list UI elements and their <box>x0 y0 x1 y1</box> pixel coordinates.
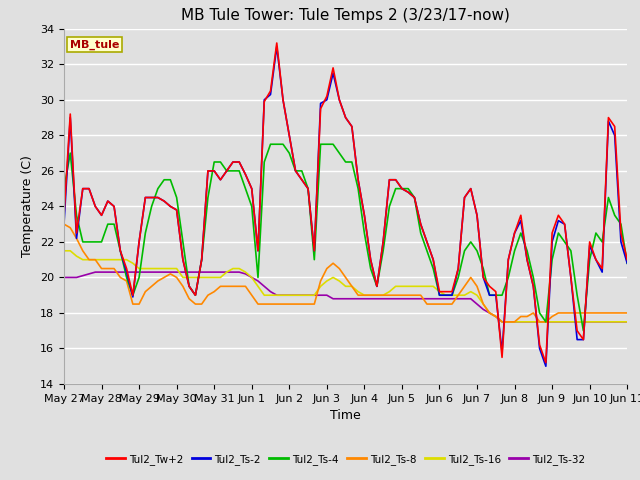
Text: MB_tule: MB_tule <box>70 39 119 50</box>
Title: MB Tule Tower: Tule Temps 2 (3/23/17-now): MB Tule Tower: Tule Temps 2 (3/23/17-now… <box>181 9 510 24</box>
Y-axis label: Temperature (C): Temperature (C) <box>22 156 35 257</box>
Legend: Tul2_Tw+2, Tul2_Ts-2, Tul2_Ts-4, Tul2_Ts-8, Tul2_Ts-16, Tul2_Ts-32: Tul2_Tw+2, Tul2_Ts-2, Tul2_Ts-4, Tul2_Ts… <box>102 450 589 469</box>
X-axis label: Time: Time <box>330 409 361 422</box>
